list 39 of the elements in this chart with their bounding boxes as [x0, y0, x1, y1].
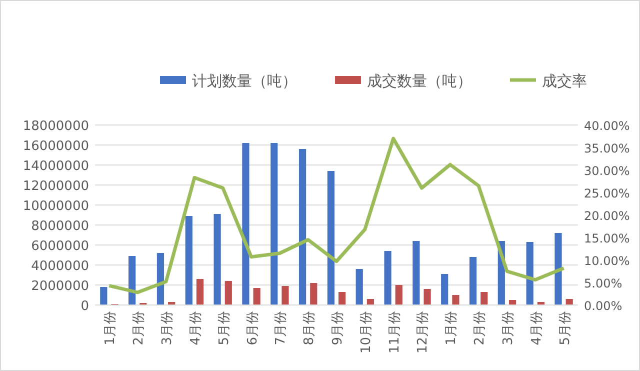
x-tick-label: 3月份: [500, 311, 516, 346]
x-tick-label: 5月份: [558, 311, 573, 346]
y-tick-label: 6000000: [31, 239, 89, 254]
y2-tick-label: 5.00%: [584, 276, 622, 290]
x-tick-label: 10月份: [358, 311, 374, 354]
legend-label: 成交率: [542, 72, 587, 90]
y2-tick-label: 30.00%: [584, 164, 630, 178]
y2-tick-label: 10.00%: [584, 254, 630, 268]
x-tick-label: 2月份: [132, 311, 147, 346]
x-tick-label: 3月份: [160, 311, 176, 346]
x-tick-label: 5月份: [216, 311, 232, 346]
x-tick-label: 12月份: [416, 311, 431, 354]
x-tick-label: 1月份: [444, 311, 460, 346]
x-tick-label: 6月份: [245, 311, 260, 346]
y-tick-label: 8000000: [31, 219, 89, 234]
legend-label: 成交数量（吨）: [367, 72, 472, 90]
x-tick-label: 7月份: [274, 311, 289, 346]
x-tick-label: 4月份: [529, 311, 544, 346]
y-tick-label: 18000000: [22, 119, 89, 134]
y2-tick-label: 40.00%: [584, 119, 630, 133]
x-tick-label: 2月份: [472, 311, 488, 346]
y-tick-label: 10000000: [22, 199, 89, 214]
y2-tick-label: 0.00%: [584, 299, 622, 313]
y-tick-label: 2000000: [31, 279, 89, 294]
y2-tick-label: 35.00%: [584, 142, 630, 156]
y2-tick-label: 15.00%: [584, 232, 630, 246]
y2-tick-label: 20.00%: [584, 209, 630, 223]
y-tick-label: 16000000: [22, 139, 89, 154]
legend-label: 计划数量（吨）: [192, 72, 297, 90]
y2-tick-label: 25.00%: [584, 186, 630, 200]
x-tick-label: 1月份: [103, 311, 118, 346]
y-tick-label: 12000000: [22, 179, 89, 194]
y-tick-label: 4000000: [31, 259, 89, 274]
x-tick-label: 4月份: [188, 311, 204, 346]
y-tick-label: 14000000: [22, 159, 89, 174]
x-tick-label: 11月份: [387, 311, 402, 354]
y-tick-label: 0: [80, 299, 89, 314]
x-tick-label: 8月份: [302, 311, 318, 346]
x-tick-label: 9月份: [330, 311, 346, 346]
